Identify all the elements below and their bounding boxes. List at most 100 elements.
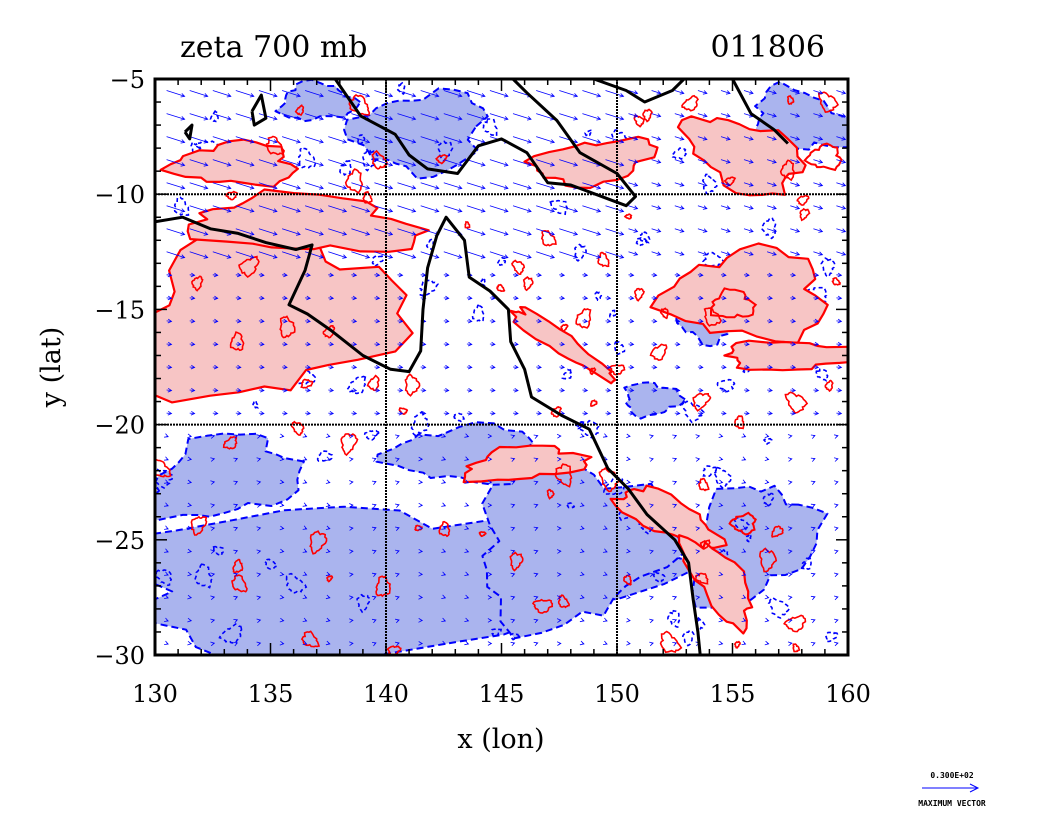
wind-vector-head bbox=[434, 139, 440, 144]
wind-vector bbox=[582, 159, 601, 166]
wind-vector bbox=[767, 320, 773, 322]
wind-vector-head bbox=[679, 159, 685, 164]
wind-vector-head bbox=[579, 433, 585, 438]
wind-vector-head bbox=[810, 619, 816, 624]
wind-vector-head bbox=[833, 572, 839, 577]
wind-vector bbox=[697, 136, 708, 140]
wind-vector-head bbox=[233, 434, 239, 439]
wind-vector bbox=[397, 136, 416, 143]
wind-vector-head bbox=[725, 182, 731, 187]
wind-vector-head bbox=[787, 641, 793, 647]
wind-vector-head bbox=[772, 136, 777, 141]
wind-vector bbox=[628, 182, 638, 186]
wind-vector-head bbox=[579, 617, 585, 623]
speckle-contour-107 bbox=[783, 614, 807, 633]
wind-vector-head bbox=[656, 251, 662, 256]
axis-ticks bbox=[154, 78, 849, 656]
wind-vector-head bbox=[487, 549, 493, 554]
wind-vector-head bbox=[652, 364, 658, 370]
wind-vector-head bbox=[527, 162, 532, 167]
wind-vector-head bbox=[352, 364, 358, 370]
wind-vector bbox=[374, 159, 393, 166]
wind-vector-head bbox=[388, 116, 394, 121]
speckle-contour-80 bbox=[701, 173, 718, 195]
wind-vector-head bbox=[398, 272, 404, 278]
speckle-contour-141 bbox=[681, 94, 700, 112]
wind-vector-head bbox=[187, 571, 193, 577]
wind-vector bbox=[189, 205, 208, 212]
speckle-contour-169 bbox=[222, 436, 238, 450]
wind-vector-head bbox=[764, 640, 770, 646]
wind-vector-head bbox=[329, 318, 335, 324]
wind-vector bbox=[466, 182, 486, 189]
speckle-contour-158 bbox=[218, 623, 243, 644]
wind-vector bbox=[351, 136, 370, 143]
speckle-contour-17 bbox=[209, 109, 219, 123]
wind-vector bbox=[720, 159, 731, 163]
speckle-contour-135 bbox=[733, 414, 745, 430]
vorticity-field bbox=[155, 79, 848, 655]
wind-vector-head bbox=[814, 341, 820, 347]
wind-vector-head bbox=[725, 159, 731, 164]
speckle-contour-151 bbox=[695, 616, 706, 631]
wind-vector-head bbox=[556, 549, 562, 554]
wind-vector-head bbox=[602, 594, 608, 599]
wind-vector bbox=[258, 251, 278, 258]
wind-vector-head bbox=[296, 231, 301, 236]
wind-vector-head bbox=[487, 595, 493, 600]
wind-vector bbox=[351, 159, 370, 166]
wind-vector-head bbox=[672, 434, 678, 439]
wind-vector-head bbox=[491, 364, 496, 370]
wind-vector-head bbox=[167, 387, 173, 393]
wind-vector-head bbox=[418, 433, 424, 439]
wind-vector-head bbox=[180, 208, 186, 213]
wind-vector-head bbox=[679, 182, 685, 187]
x-tick-label: 150 bbox=[594, 680, 640, 708]
wind-vector-head bbox=[626, 479, 631, 485]
speckle-contour-53 bbox=[703, 307, 722, 327]
wind-vector bbox=[466, 113, 486, 120]
wind-vector-head bbox=[533, 572, 539, 578]
wind-vector-head bbox=[441, 479, 447, 484]
wind-vector-head bbox=[226, 254, 232, 259]
wind-vector-head bbox=[583, 295, 589, 301]
wind-vector-head bbox=[579, 479, 585, 484]
y-tick-labels: −5 −10 −15 −20 −25 −30 bbox=[94, 66, 145, 670]
speckle-contour-46 bbox=[496, 283, 506, 293]
wind-vector-head bbox=[487, 433, 493, 439]
wind-vector-head bbox=[841, 90, 847, 95]
speckle-contour-54 bbox=[831, 277, 841, 286]
wind-vector-head bbox=[464, 433, 470, 438]
wind-vector-head bbox=[722, 364, 727, 370]
wind-vector-head bbox=[371, 503, 377, 508]
wind-vector bbox=[582, 136, 601, 143]
wind-vector-head bbox=[556, 503, 562, 508]
wind-vector bbox=[813, 136, 823, 140]
wind-vector-head bbox=[371, 480, 377, 485]
speckle-contour-48 bbox=[680, 400, 705, 424]
wind-vector-head bbox=[187, 640, 193, 646]
wind-vector bbox=[766, 159, 777, 163]
wind-vector-head bbox=[457, 254, 463, 259]
wind-vector-head bbox=[226, 162, 232, 167]
wind-vector-head bbox=[418, 456, 424, 462]
wind-vector-head bbox=[190, 387, 196, 393]
wind-vector-head bbox=[533, 549, 539, 555]
y-tick-label: −30 bbox=[94, 642, 145, 670]
wind-vector-head bbox=[695, 526, 701, 531]
wind-vector bbox=[536, 205, 555, 212]
wind-vector-head bbox=[491, 387, 496, 393]
wind-vector-head bbox=[441, 433, 447, 438]
wind-vector bbox=[559, 205, 578, 212]
wind-vector bbox=[328, 90, 347, 97]
wind-vector-head bbox=[772, 90, 777, 95]
wind-vector bbox=[235, 228, 254, 235]
wind-vector bbox=[258, 159, 278, 166]
wind-vector-head bbox=[633, 90, 639, 95]
wind-vector-head bbox=[606, 318, 612, 324]
wind-vector-head bbox=[411, 208, 417, 213]
wind-vector-head bbox=[256, 549, 262, 554]
wind-vector-head bbox=[698, 318, 704, 324]
wind-vector-head bbox=[527, 185, 532, 190]
wind-vector-head bbox=[795, 205, 801, 210]
